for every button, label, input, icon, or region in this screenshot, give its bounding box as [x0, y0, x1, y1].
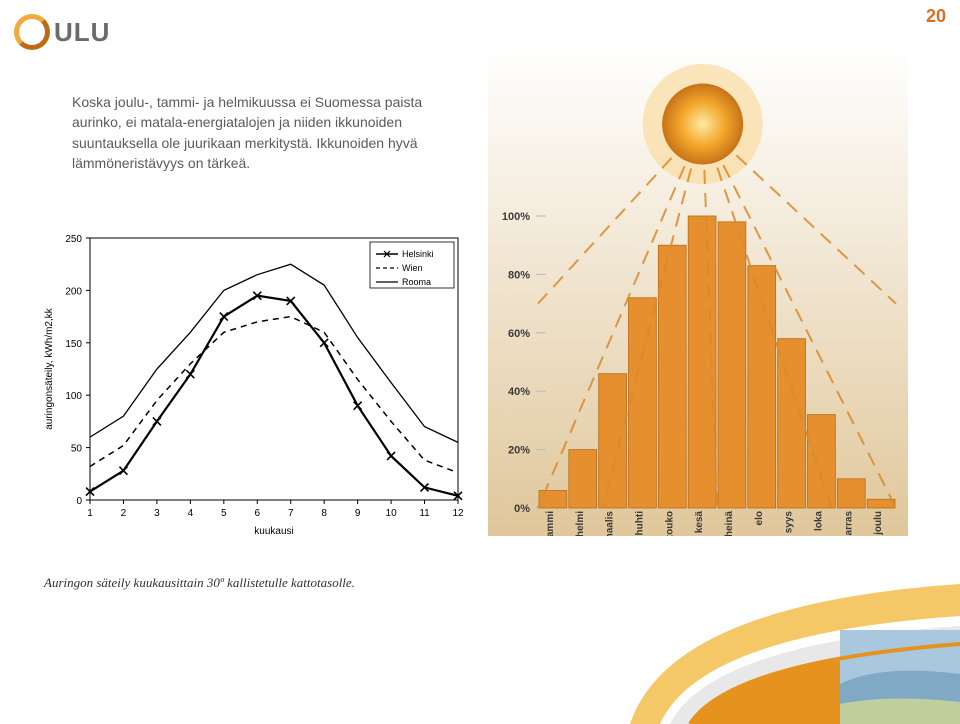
body-paragraph-text: Koska joulu-, tammi- ja helmikuussa ei S…	[72, 94, 422, 171]
sun-barchart: 0% 20% 40% 60% 80% 100% tammi helmi maalis huhti t…	[488, 46, 908, 536]
svg-text:touko: touko	[664, 511, 675, 536]
svg-text:10: 10	[386, 508, 398, 519]
svg-text:helmi: helmi	[575, 511, 586, 536]
svg-text:200: 200	[65, 286, 82, 297]
svg-text:8: 8	[321, 508, 327, 519]
svg-text:huhti: huhti	[634, 511, 645, 536]
svg-text:5: 5	[221, 508, 227, 519]
slide: 20 ULU Koska joulu-, tammi- ja helmikuus…	[0, 0, 960, 724]
logo-ring-icon	[14, 14, 50, 50]
svg-text:marras: marras	[843, 511, 854, 536]
svg-text:40%: 40%	[508, 386, 530, 398]
svg-text:60%: 60%	[508, 328, 530, 340]
footer-decoration	[630, 544, 960, 724]
svg-text:auringonsäteily, kWh/m2,kk: auringonsäteily, kWh/m2,kk	[44, 307, 55, 430]
svg-text:tammi: tammi	[545, 511, 556, 536]
svg-text:Helsinki: Helsinki	[402, 249, 434, 259]
svg-text:11: 11	[419, 508, 430, 519]
svg-text:0%: 0%	[514, 503, 530, 515]
svg-text:0: 0	[76, 496, 82, 507]
svg-text:joulu: joulu	[873, 511, 884, 536]
svg-text:1: 1	[87, 508, 93, 519]
linechart-caption-text: Auringon säteily kuukausittain 30º kalli…	[44, 575, 355, 590]
svg-text:loka: loka	[813, 511, 824, 531]
svg-text:kuukausi: kuukausi	[254, 526, 293, 537]
svg-text:2: 2	[121, 508, 127, 519]
body-paragraph: Koska joulu-, tammi- ja helmikuussa ei S…	[72, 92, 472, 173]
svg-text:Rooma: Rooma	[402, 277, 431, 287]
svg-text:250: 250	[65, 234, 82, 245]
svg-text:12: 12	[452, 508, 464, 519]
footer-deco-svg	[630, 544, 960, 724]
svg-text:9: 9	[355, 508, 361, 519]
svg-text:kesä: kesä	[694, 511, 705, 534]
linechart-caption: Auringon säteily kuukausittain 30º kalli…	[44, 575, 355, 591]
svg-text:80%: 80%	[508, 269, 530, 281]
linechart-svg: 050100150200250123456789101112kuukausiau…	[38, 230, 468, 540]
svg-text:Wien: Wien	[402, 263, 423, 273]
svg-text:7: 7	[288, 508, 294, 519]
page-number-text: 20	[926, 6, 946, 26]
svg-text:100%: 100%	[502, 211, 530, 223]
svg-text:heinä: heinä	[724, 511, 735, 536]
svg-text:20%: 20%	[508, 445, 530, 457]
svg-text:3: 3	[154, 508, 160, 519]
svg-text:100: 100	[65, 391, 82, 402]
svg-text:150: 150	[65, 339, 82, 350]
sunchart-svg: 0% 20% 40% 60% 80% 100% tammi helmi maalis huhti t…	[488, 46, 908, 536]
logo-oulu: ULU	[14, 14, 110, 50]
svg-text:4: 4	[188, 508, 194, 519]
svg-text:maalis: maalis	[605, 511, 616, 536]
svg-text:syys: syys	[784, 511, 795, 534]
page-number: 20	[926, 6, 946, 27]
svg-text:6: 6	[254, 508, 260, 519]
logo-text: ULU	[54, 17, 110, 48]
svg-text:elo: elo	[754, 511, 765, 525]
svg-text:50: 50	[71, 444, 83, 455]
solar-linechart: 050100150200250123456789101112kuukausiau…	[38, 230, 468, 540]
